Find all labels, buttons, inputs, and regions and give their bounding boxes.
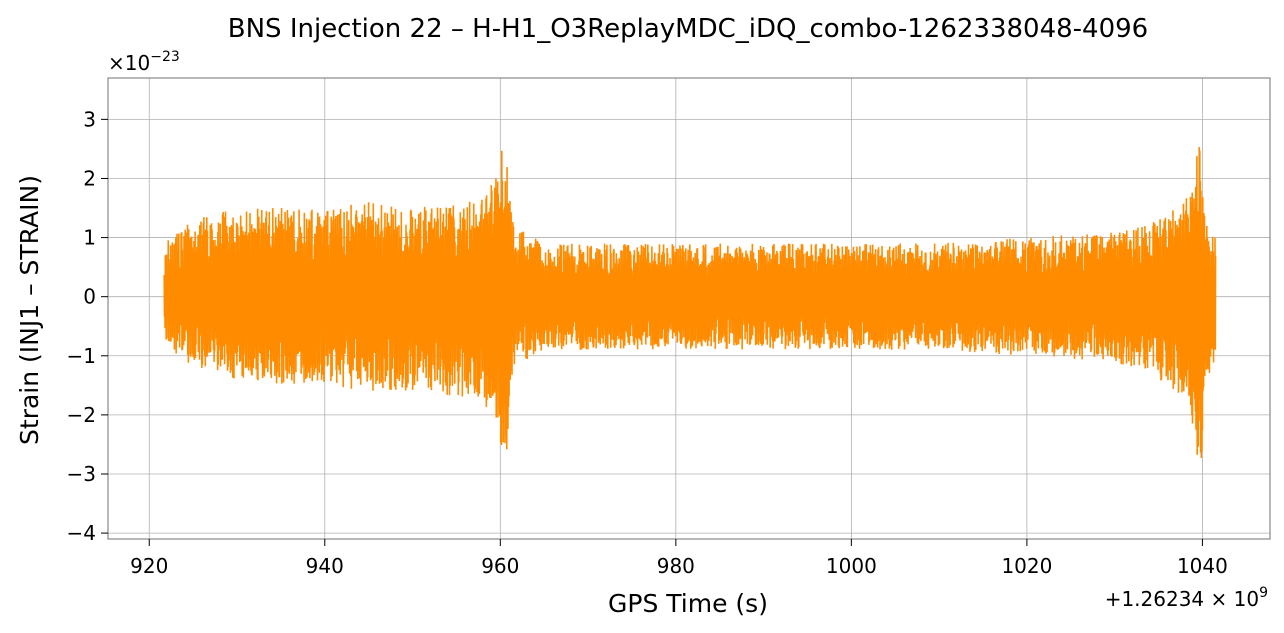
y-tick-label: 3 — [83, 107, 96, 131]
plot-frame — [107, 77, 1271, 540]
y-scale-base: ×10 — [108, 51, 150, 75]
x-axis-label: GPS Time (s) — [608, 589, 768, 618]
x-axis-ticks: 920 940 960 980 1000 1020 1040 — [130, 539, 1228, 578]
y-tick-label: −3 — [67, 462, 96, 486]
x-offset-label: +1.26234 × 109 — [1105, 585, 1268, 611]
y-scale-exponent: −23 — [150, 49, 180, 65]
chart-title: BNS Injection 22 – H-H1_O3ReplayMDC_iDQ_… — [228, 14, 1148, 44]
y-tick-label: −2 — [67, 403, 96, 427]
x-tick-label: 940 — [306, 554, 344, 578]
y-axis-label: Strain (INJ1 – STRAIN) — [15, 175, 44, 445]
x-tick-label: 1040 — [1177, 554, 1228, 578]
x-tick-label: 980 — [657, 554, 695, 578]
y-tick-label: 1 — [83, 226, 96, 250]
strain-series — [163, 146, 1217, 458]
x-offset-base: +1.26234 × 10 — [1105, 587, 1259, 611]
x-offset-exponent: 9 — [1259, 585, 1268, 601]
x-tick-label: 1000 — [826, 554, 877, 578]
x-tick-label: 960 — [481, 554, 519, 578]
y-tick-label: −1 — [67, 344, 96, 368]
x-tick-label: 920 — [130, 554, 168, 578]
y-tick-label: 0 — [83, 285, 96, 309]
strain-series-line — [163, 146, 1217, 458]
y-tick-label: 2 — [83, 166, 96, 190]
y-tick-label: −4 — [67, 521, 96, 545]
x-tick-label: 1020 — [1001, 554, 1052, 578]
y-scale-label: ×10−23 — [108, 49, 180, 75]
y-axis-ticks: −4 −3 −2 −1 0 1 2 3 — [67, 107, 108, 545]
